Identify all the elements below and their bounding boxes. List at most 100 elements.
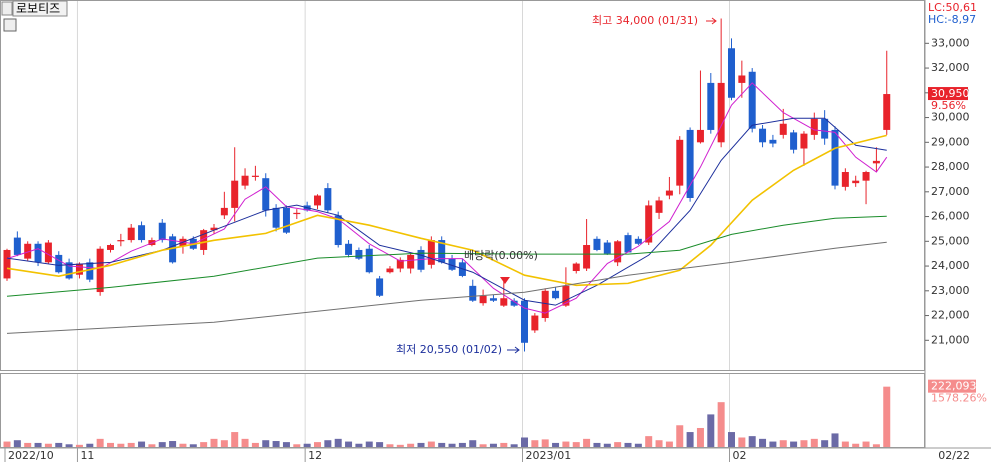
- volume-bar: [489, 443, 497, 447]
- volume-bar: [665, 441, 673, 447]
- volume-bar: [262, 440, 270, 447]
- volume-bar: [552, 442, 560, 447]
- volume-bar: [603, 443, 611, 447]
- y-tick-label: 25,000: [931, 234, 970, 247]
- volume-bar: [634, 443, 642, 447]
- candle-body: [521, 300, 528, 343]
- volume-bar: [821, 440, 829, 447]
- candle-body: [779, 123, 787, 135]
- volume-bar: [862, 441, 870, 447]
- candle-body: [572, 263, 580, 272]
- high-annotation: 최고 34,000 (01/31): [592, 14, 698, 27]
- candle-body: [686, 129, 694, 198]
- volume-bar: [293, 444, 301, 447]
- volume-bar: [583, 438, 591, 447]
- y-tick-label: 30,000: [931, 111, 970, 124]
- volume-bar: [883, 386, 891, 447]
- candle-body: [883, 94, 891, 130]
- candle-body: [852, 180, 860, 184]
- volume-bar: [458, 442, 466, 447]
- volume-bar: [779, 440, 787, 447]
- volume-bar: [810, 438, 818, 447]
- candle-body: [614, 241, 622, 263]
- y-tick-label: 21,000: [931, 333, 970, 346]
- moving-average: [6, 241, 887, 334]
- x-tick-label: 2023/01: [526, 449, 572, 462]
- candle-body: [65, 262, 73, 279]
- stock-label[interactable]: 로보티즈: [1, 0, 68, 17]
- volume-bar: [127, 442, 135, 447]
- volume-bar: [728, 432, 735, 447]
- volume-bar: [282, 442, 290, 447]
- volume-bar: [355, 443, 363, 447]
- candle-body: [75, 263, 83, 275]
- candle-body: [831, 129, 839, 186]
- candle-body: [210, 227, 218, 231]
- candle-body: [334, 215, 342, 246]
- candle-body: [562, 285, 570, 306]
- y-tick-label: 33,000: [931, 36, 970, 49]
- volume-bar: [717, 402, 725, 447]
- volume-bar: [769, 441, 777, 447]
- ex-dividend-arrow: [500, 277, 510, 284]
- volume-bar: [624, 442, 632, 447]
- candle-body: [86, 262, 94, 280]
- candle-body: [583, 245, 591, 269]
- volume-bar: [448, 443, 456, 447]
- volume-bar: [407, 443, 415, 447]
- volume-label-box: [928, 379, 976, 393]
- volume-bar: [117, 443, 125, 447]
- volume-bar: [562, 441, 570, 447]
- candle-body: [282, 207, 290, 233]
- volume-bar: [696, 427, 704, 447]
- volume-bar: [148, 444, 156, 447]
- volume-bar: [365, 441, 373, 447]
- candle-body: [427, 240, 435, 265]
- volume-bar: [541, 439, 549, 447]
- candle-body: [552, 290, 560, 299]
- candle-body: [676, 139, 684, 186]
- volume-bar: [500, 442, 508, 447]
- volume-bar: [251, 442, 259, 447]
- moving-average: [6, 215, 887, 297]
- candle-body: [55, 254, 63, 273]
- volume-bar: [572, 442, 580, 447]
- candle-body: [345, 243, 353, 255]
- volume-bar: [676, 425, 684, 447]
- low-annotation: 최저 20,550 (01/02): [396, 343, 502, 356]
- candle-body: [541, 290, 549, 319]
- candle-body: [821, 118, 829, 139]
- volume-bar: [686, 432, 694, 447]
- candle-body: [44, 242, 52, 263]
- candle-body: [696, 129, 704, 143]
- candle-body: [251, 175, 259, 177]
- volume-bar: [220, 440, 228, 447]
- candle-body: [34, 243, 42, 263]
- volume-bar: [593, 442, 601, 447]
- candle-body: [396, 259, 404, 269]
- candle-body: [231, 180, 239, 208]
- candle-body: [738, 75, 746, 83]
- volume-bar: [179, 443, 187, 447]
- volume-bar: [800, 440, 808, 447]
- candle-body: [448, 258, 456, 270]
- x-tick-label: 02: [733, 449, 747, 462]
- volume-bar: [645, 436, 653, 447]
- volume-bar: [738, 437, 746, 447]
- volume-bar: [169, 441, 177, 447]
- volume-bar: [386, 444, 394, 447]
- high-arrow: [706, 17, 717, 25]
- candle-body: [479, 295, 487, 304]
- volume-bar: [345, 441, 353, 447]
- volume-bar: [531, 440, 539, 447]
- candle-body: [386, 268, 394, 273]
- candle-body: [603, 242, 611, 254]
- ex-dividend-annotation: 배당락(0.00%): [464, 249, 538, 262]
- title-box: [12, 0, 68, 17]
- volume-bar: [759, 438, 767, 447]
- candle-body: [13, 237, 21, 255]
- candle-body: [624, 235, 632, 253]
- table-icon[interactable]: [3, 18, 17, 32]
